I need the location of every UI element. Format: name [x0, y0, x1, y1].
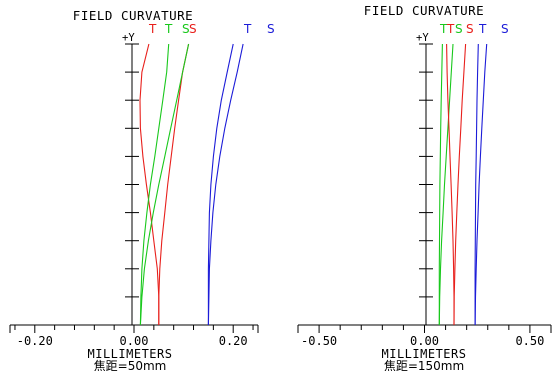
chart-right-x-tick-labels: -0.50 0.00 0.50	[301, 334, 544, 348]
chart-left-axes	[9, 43, 259, 333]
legend-label-t: T	[243, 22, 252, 36]
field-curve-3	[139, 43, 170, 326]
x-tick-label: -0.50	[301, 334, 337, 348]
legend-label-t: T	[478, 22, 487, 36]
field-curve-2	[438, 43, 454, 326]
field-curve-5	[474, 43, 479, 325]
x-tick-label: -0.20	[17, 334, 53, 348]
legend-label-t: T	[446, 22, 455, 36]
legend-label-s: S	[182, 22, 190, 36]
legend-label-s: S	[189, 22, 197, 36]
chart-left-x-axis-label: MILLIMETERS	[88, 347, 173, 361]
legend-label-t: T	[439, 22, 448, 36]
chart-left-focal-length-label: 焦距=50mm	[94, 359, 167, 371]
field-curve-2	[158, 43, 190, 325]
chart-right-curves	[438, 43, 488, 326]
field-curve-6	[474, 43, 488, 326]
chart-left-y-axis-label: +Y	[122, 32, 135, 44]
chart-right-axes	[297, 43, 552, 333]
chart-right-x-axis-label: MILLIMETERS	[382, 347, 467, 361]
x-tick-label: 0.50	[515, 334, 544, 348]
legend-label-t: T	[164, 22, 173, 36]
field-curve-4	[453, 43, 467, 326]
chart-left-title: FIELD CURVATURE	[73, 8, 193, 23]
legend-label-s: S	[501, 22, 509, 36]
chart-left-x-tick-labels: -0.20 0.00 0.20	[17, 334, 248, 348]
field-curve-5	[207, 43, 234, 325]
chart-left-curves	[139, 43, 244, 326]
x-tick-label: 0.00	[120, 334, 149, 348]
legend-label-s: S	[267, 22, 275, 36]
x-tick-label: 0.00	[410, 334, 439, 348]
legend-label-s: S	[466, 22, 474, 36]
field-curve-1	[139, 43, 160, 325]
field-curve-4	[139, 43, 190, 326]
field-curve-6	[207, 43, 244, 326]
chart-right-title: FIELD CURVATURE	[364, 3, 484, 18]
chart-right-focal-length-label: 焦距=150mm	[384, 359, 464, 371]
field-curve-1	[438, 43, 443, 325]
legend-label-t: T	[148, 22, 157, 36]
field-curve-3	[446, 43, 455, 325]
chart-right-y-axis-label: +Y	[416, 32, 429, 44]
legend-label-s: S	[455, 22, 463, 36]
x-tick-label: 0.20	[219, 334, 248, 348]
